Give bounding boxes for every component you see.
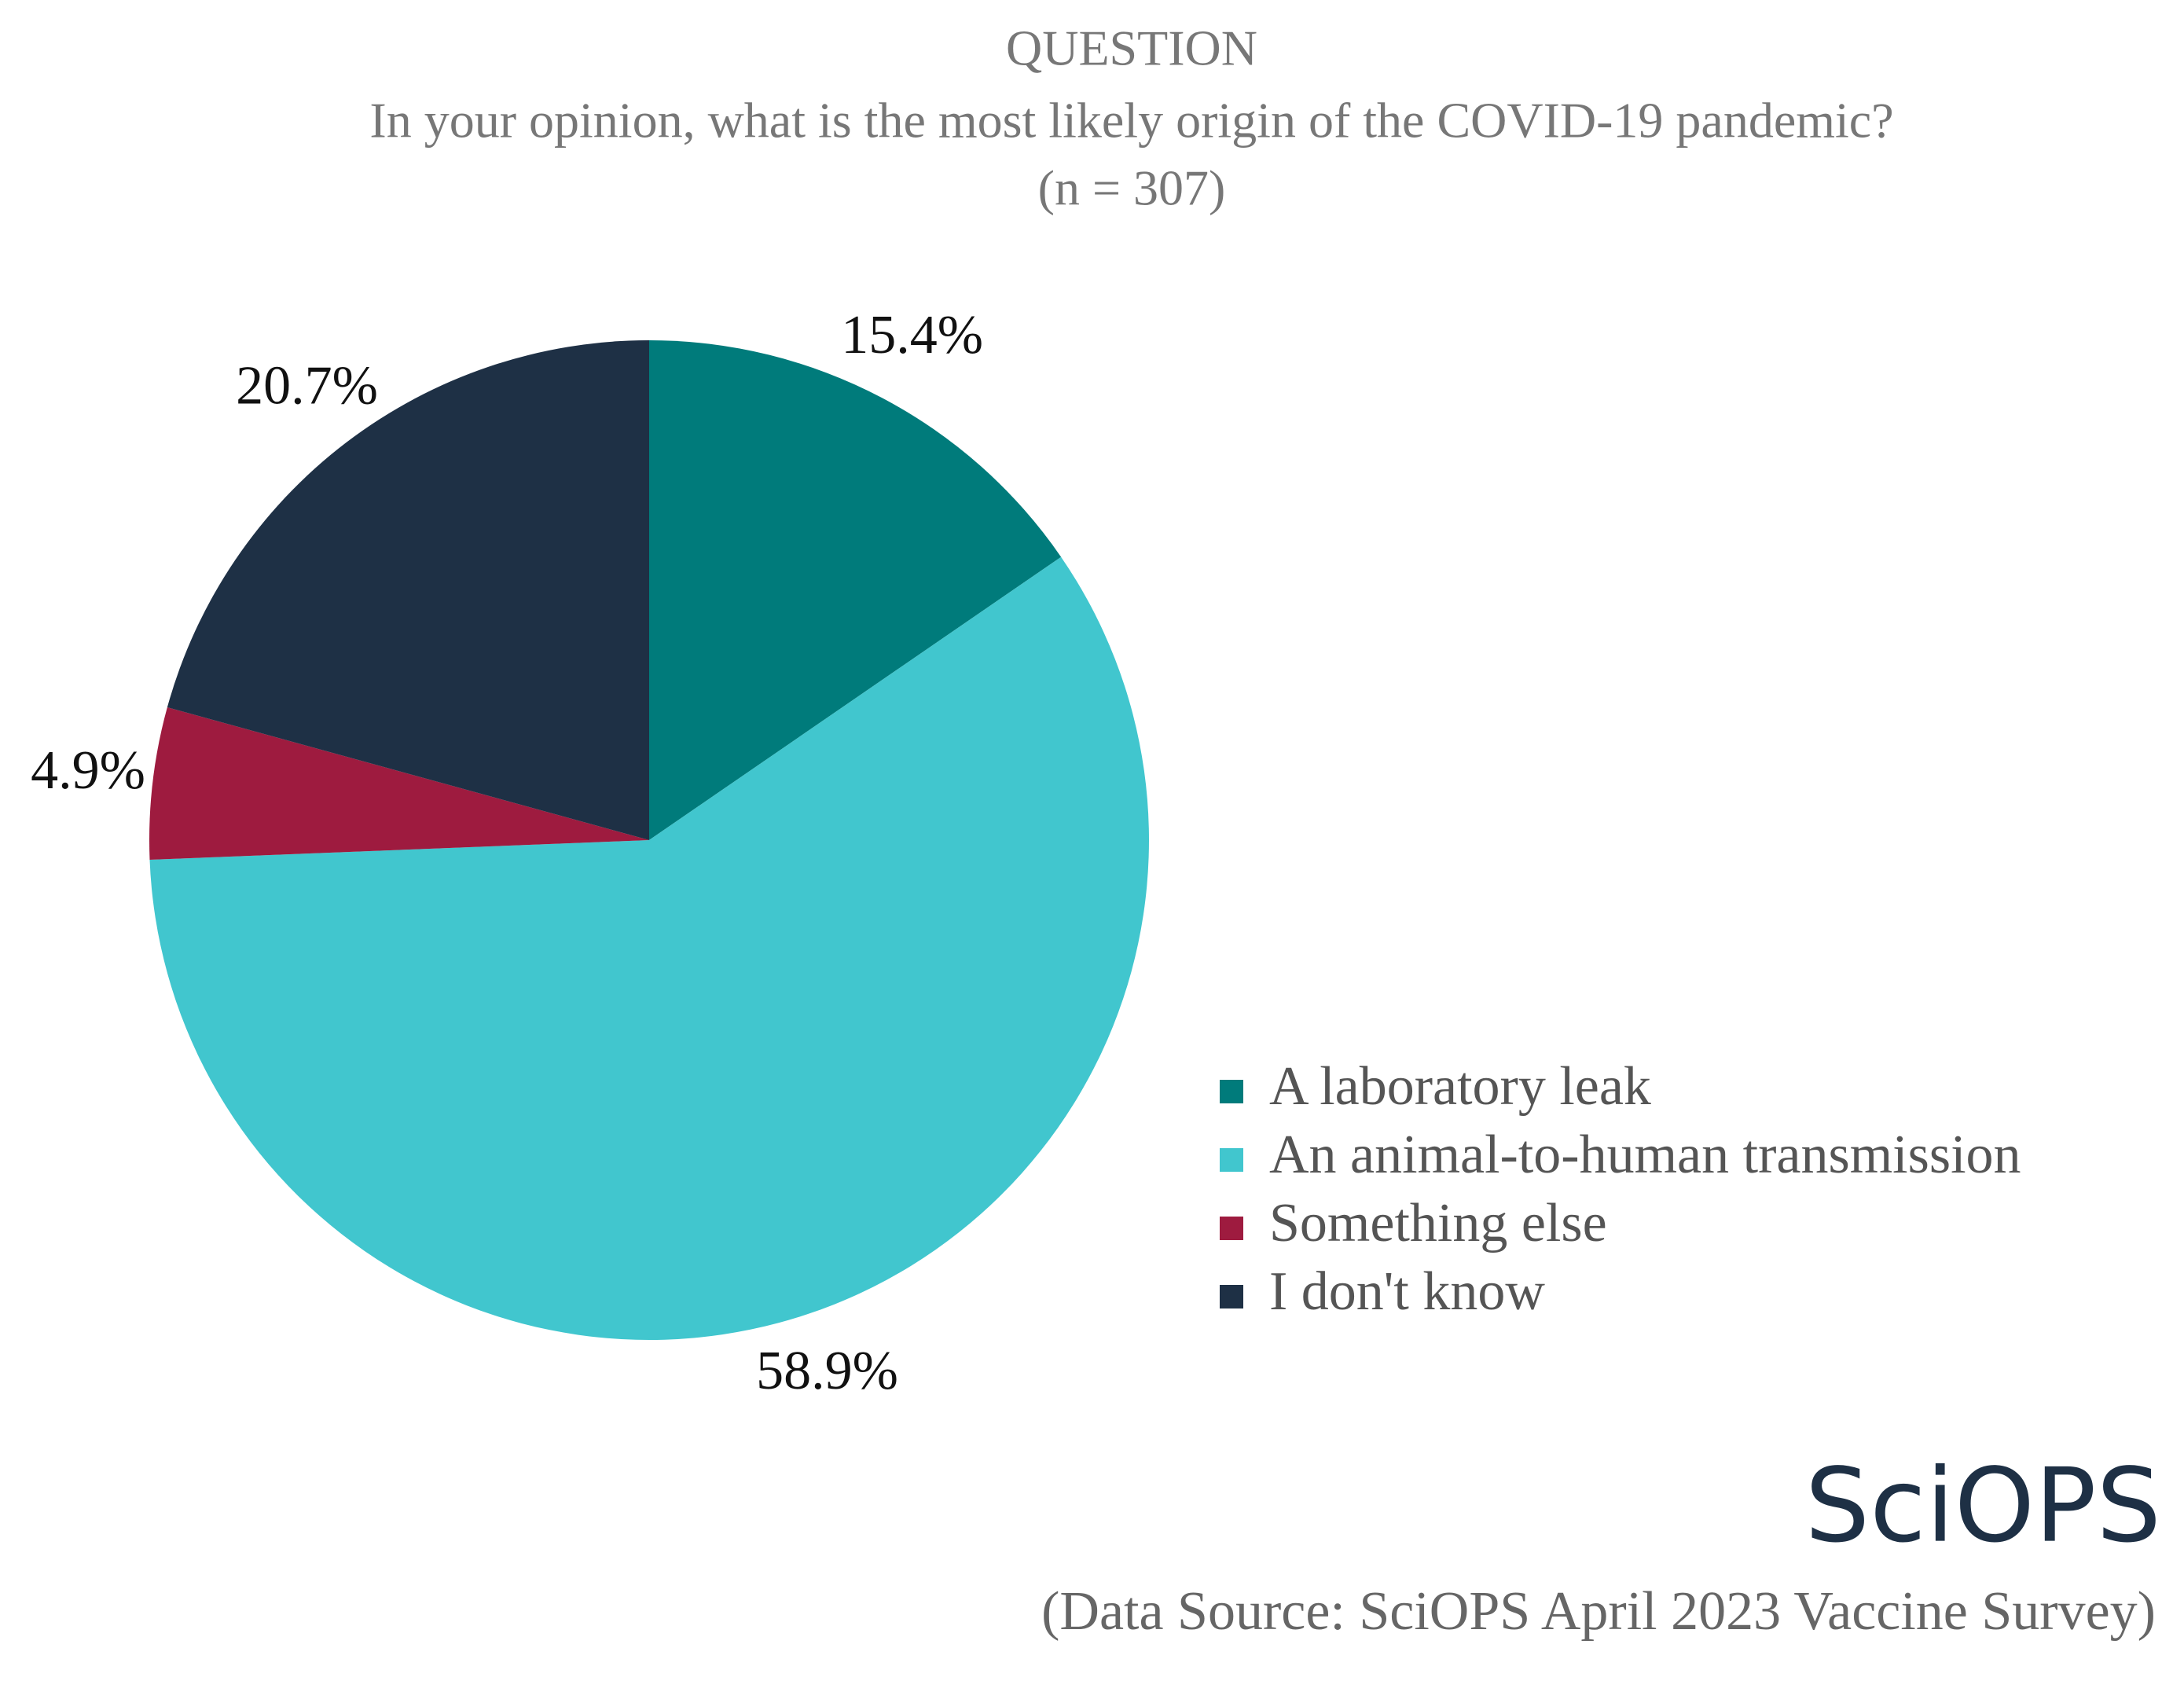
- legend-label: A laboratory leak: [1269, 1056, 1651, 1117]
- pie-slice: [167, 340, 649, 840]
- source: (Data Source: SciOPS April 2023 Vaccine …: [1041, 1581, 2156, 1642]
- legend-label: Something else: [1269, 1193, 1607, 1253]
- chart-title: QUESTION: [1006, 20, 1257, 76]
- data-label: 15.4%: [841, 305, 983, 365]
- data-label: 20.7%: [236, 355, 378, 416]
- legend-swatch: [1220, 1148, 1243, 1172]
- legend-swatch: [1220, 1217, 1243, 1240]
- legend-swatch: [1220, 1285, 1243, 1308]
- legend-swatch: [1220, 1080, 1243, 1103]
- legend-label: An animal-to-human transmission: [1269, 1125, 2021, 1185]
- logo: SciOPS: [1805, 1446, 2161, 1565]
- data-label: 58.9%: [756, 1341, 898, 1401]
- chart-subtitle: In your opinion, what is the most likely…: [369, 93, 1893, 149]
- pie-slice: [149, 707, 649, 860]
- data-label: 4.9%: [31, 740, 145, 801]
- pie-slice: [149, 556, 1150, 1340]
- sample-size: (n = 307): [1038, 160, 1226, 216]
- pie-slice: [649, 340, 1062, 840]
- legend-label: I don't know: [1269, 1261, 1545, 1322]
